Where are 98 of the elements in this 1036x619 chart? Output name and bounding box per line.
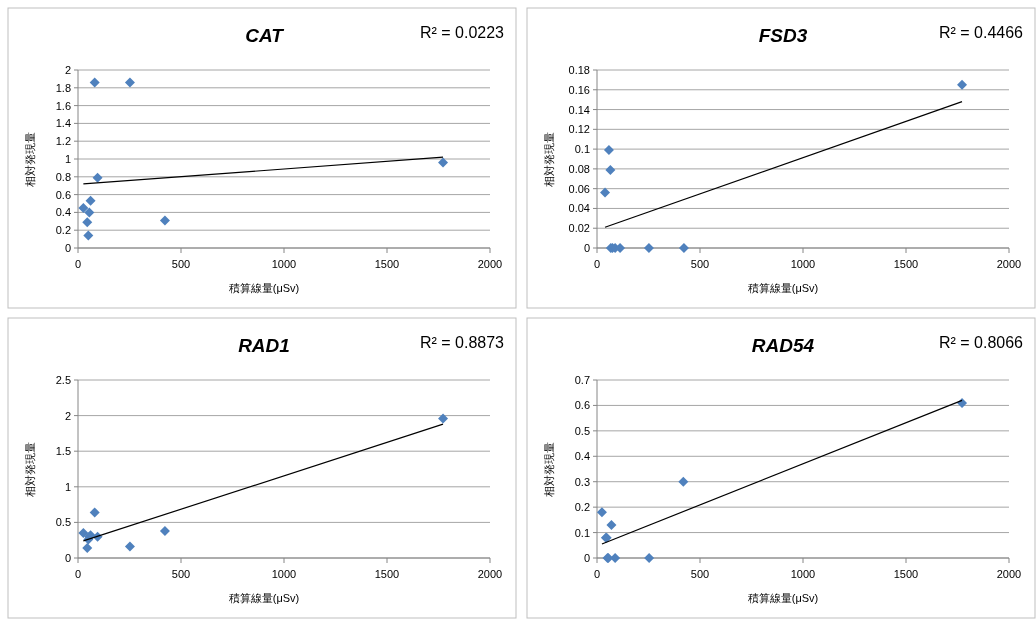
point [643, 243, 654, 253]
y-axis-title: 相対発現量 [543, 441, 555, 497]
chart-title: RAD1 [238, 335, 290, 356]
point [644, 553, 655, 563]
x-tick-label: 0 [593, 568, 601, 580]
y-tick-label: 2.5 [55, 374, 71, 386]
point [83, 230, 94, 241]
y-tick-label: 0.06 [568, 182, 590, 195]
point [78, 202, 89, 213]
text: R² = 0.4466 [938, 24, 1024, 41]
point [124, 77, 135, 88]
y-tick-label: 0.2 [574, 501, 590, 514]
point [603, 145, 614, 156]
y-tick-label: 1.6 [55, 99, 71, 112]
x-tick-label: 500 [690, 258, 710, 270]
y-tick-label: 0.4 [55, 206, 71, 219]
y-tick-label: 1.5 [55, 445, 71, 458]
y-tick-label: 1 [64, 153, 71, 165]
y-tick-label: 2 [64, 409, 71, 422]
point [92, 172, 103, 183]
y-tick-label: 0.12 [568, 123, 590, 136]
point [159, 525, 170, 536]
y-tick-label: 0.04 [568, 202, 590, 215]
point [438, 157, 449, 168]
y-tick-label: 0 [64, 552, 71, 564]
y-tick-label: 0.08 [568, 162, 590, 175]
y-tick-label: 0.4 [574, 450, 590, 463]
point [678, 476, 689, 487]
y-axis-title: 相対発現量 [543, 131, 555, 187]
point [605, 164, 616, 175]
point [84, 207, 95, 218]
point [957, 79, 968, 90]
point [124, 541, 135, 552]
x-tick-label: 1500 [893, 258, 919, 270]
point [438, 413, 449, 424]
y-tick-label: 0.1 [574, 143, 590, 156]
y-tick-label: 1.2 [55, 135, 71, 148]
y-tick-label: 0.16 [568, 83, 590, 96]
x-tick-label: 2000 [996, 258, 1022, 270]
x-axis-title: 積算線量(μSv) [228, 282, 300, 294]
text: R² = 0.8066 [938, 334, 1024, 351]
x-tick-label: 1500 [374, 568, 400, 580]
chart-title: FSD3 [758, 25, 808, 46]
x-tick-label: 2000 [477, 568, 503, 580]
y-tick-label: 0 [583, 552, 590, 564]
y-tick-label: 0 [583, 242, 590, 254]
chart-title: CAT [245, 25, 285, 46]
x-tick-label: 0 [74, 258, 82, 270]
y-tick-label: 0.5 [574, 424, 590, 437]
x-tick-label: 1000 [790, 568, 816, 580]
point [78, 528, 89, 539]
point [89, 507, 100, 518]
text: R² = 0.8873 [419, 334, 505, 351]
y-tick-label: 1.4 [55, 117, 71, 130]
x-axis-title: 積算線量(μSv) [747, 592, 819, 604]
x-tick-label: 2000 [996, 568, 1022, 580]
y-tick-label: 1.8 [55, 81, 71, 94]
point [610, 553, 621, 563]
x-tick-label: 1000 [790, 258, 816, 270]
y-tick-label: 0.14 [568, 103, 590, 116]
y-tick-label: 0.18 [568, 64, 590, 76]
x-axis-title: 積算線量(μSv) [747, 282, 819, 294]
y-tick-label: 1 [64, 480, 71, 493]
y-tick-label: 0.7 [574, 374, 590, 386]
y-tick-label: 0.02 [568, 222, 590, 235]
point [85, 195, 96, 206]
y-tick-label: 0.3 [574, 475, 590, 488]
point [596, 507, 607, 518]
x-tick-label: 1500 [893, 568, 919, 580]
x-axis-title: 積算線量(μSv) [228, 592, 300, 604]
text: R² = 0.0223 [419, 24, 505, 41]
x-tick-label: 0 [74, 568, 82, 580]
y-tick-label: 0 [64, 242, 71, 254]
y-tick-label: 2 [64, 64, 71, 76]
y-tick-label: 0.6 [574, 399, 590, 412]
point [600, 187, 611, 198]
x-tick-label: 1500 [374, 258, 400, 270]
x-tick-label: 500 [690, 568, 710, 580]
y-tick-label: 0.8 [55, 170, 71, 183]
x-tick-label: 1000 [271, 258, 297, 270]
y-axis-title: 相対発現量 [24, 441, 36, 497]
x-tick-label: 1000 [271, 568, 297, 580]
x-tick-label: 0 [593, 258, 601, 270]
point [606, 519, 617, 530]
y-axis-title: 相対発現量 [24, 131, 36, 187]
x-tick-label: 500 [171, 568, 191, 580]
point [89, 77, 100, 88]
x-tick-label: 500 [171, 258, 191, 270]
y-tick-label: 0.5 [55, 516, 71, 529]
point [159, 215, 170, 226]
chart-title: RAD54 [751, 335, 815, 356]
y-tick-label: 0.1 [574, 526, 590, 539]
y-tick-label: 0.2 [55, 224, 71, 237]
point [82, 543, 93, 554]
point [82, 217, 93, 228]
point [678, 243, 689, 253]
x-tick-label: 2000 [477, 258, 503, 270]
y-tick-label: 0.6 [55, 188, 71, 201]
